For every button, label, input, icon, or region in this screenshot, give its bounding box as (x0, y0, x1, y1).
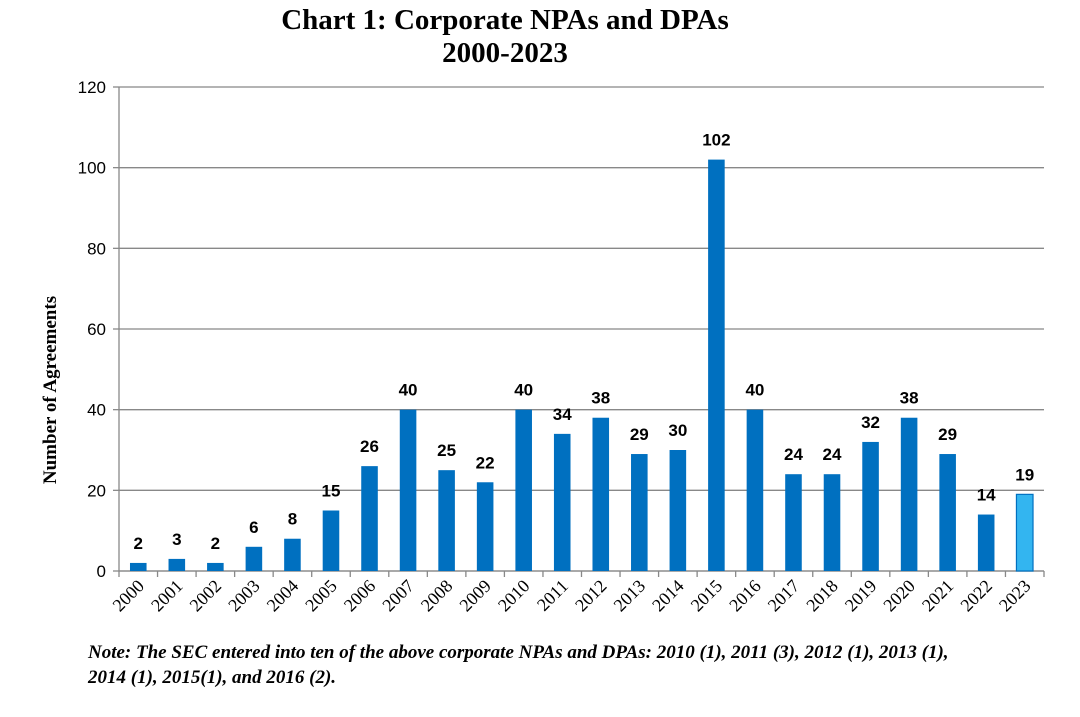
x-tick-label: 2013 (610, 576, 650, 616)
bar-2020 (900, 417, 918, 571)
bar-2011 (553, 433, 571, 571)
data-label-2017: 24 (784, 445, 803, 464)
data-label-2019: 32 (861, 413, 880, 432)
data-label-2013: 29 (630, 425, 649, 444)
x-tick-label: 2020 (879, 576, 919, 616)
chart-subtitle: 2000-2023 (442, 37, 568, 69)
x-tick-label: 2000 (109, 576, 149, 616)
bar-2010 (515, 409, 532, 571)
y-tick-label: 60 (87, 320, 106, 339)
x-tick-label: 2003 (224, 576, 264, 616)
data-label-2008: 25 (437, 441, 456, 460)
x-tick-label: 2010 (494, 576, 534, 616)
data-label-2018: 24 (823, 445, 842, 464)
data-label-2022: 14 (977, 486, 996, 505)
bar-2018 (823, 474, 841, 571)
data-label-2012: 38 (591, 389, 610, 408)
y-tick-label: 20 (87, 481, 106, 500)
bar-2014 (669, 450, 687, 571)
data-label-2002: 2 (211, 534, 220, 553)
x-tick-label: 2012 (571, 576, 611, 616)
x-axis-ticks: 2000200120022003200420052006200720082009… (109, 571, 1045, 616)
data-label-2011: 34 (553, 405, 572, 424)
x-tick-label: 2008 (417, 576, 457, 616)
data-label-2021: 29 (938, 425, 957, 444)
data-label-2023: 19 (1015, 465, 1034, 484)
x-tick-label: 2015 (687, 576, 727, 616)
chart-title: Chart 1: Corporate NPAs and DPAs 2000-20… (0, 4, 1010, 70)
y-axis-label: Number of Agreements (40, 296, 61, 484)
data-label-2015: 102 (702, 131, 730, 150)
x-tick-label: 2023 (995, 576, 1035, 616)
bar-2022 (977, 514, 995, 571)
y-tick-label: 40 (87, 401, 106, 420)
data-label-2001: 3 (172, 530, 181, 549)
data-label-2020: 38 (900, 389, 919, 408)
bar-2023 (1015, 493, 1034, 572)
x-tick-label: 2004 (263, 576, 303, 616)
x-tick-label: 2011 (533, 576, 572, 615)
bar-2008 (438, 470, 455, 571)
data-label-2009: 22 (476, 453, 495, 472)
x-tick-label: 2022 (956, 576, 996, 616)
y-tick-label: 120 (78, 78, 106, 97)
data-label-2006: 26 (360, 437, 379, 456)
bar-2017 (785, 474, 802, 571)
x-tick-label: 2021 (918, 576, 958, 616)
data-label-2003: 6 (249, 518, 258, 537)
bars (129, 159, 1034, 572)
y-tick-label: 80 (87, 239, 106, 258)
y-tick-label: 0 (97, 562, 106, 581)
bar-2003 (245, 546, 263, 571)
data-label-2005: 15 (322, 482, 341, 501)
data-label-2000: 2 (134, 534, 143, 553)
bar-2015 (708, 159, 725, 571)
bar-2007 (399, 409, 417, 571)
bar-2006 (361, 466, 378, 571)
data-label-2016: 40 (745, 381, 764, 400)
chart-title-line: Chart 1: Corporate NPAs and DPAs (281, 4, 729, 36)
bar-2016 (746, 409, 764, 571)
bar-2005 (322, 510, 340, 571)
chart-note: Note: The SEC entered into ten of the ab… (88, 642, 949, 688)
bar-2004 (284, 538, 301, 571)
bar-2009 (476, 482, 494, 571)
bar-2000 (129, 562, 147, 571)
bar-2002 (207, 562, 224, 571)
x-tick-label: 2017 (764, 576, 804, 616)
x-tick-label: 2007 (378, 576, 418, 616)
x-tick-label: 2018 (802, 576, 842, 616)
bar-2019 (862, 441, 879, 571)
y-tick-label: 100 (78, 159, 106, 178)
y-axis-ticks: 0 20 40 60 80 100 120 (78, 78, 119, 581)
x-tick-label: 2001 (147, 576, 187, 616)
bar-2001 (168, 558, 186, 571)
bar-2021 (939, 454, 956, 571)
bar-2012 (592, 417, 610, 571)
data-label-2004: 8 (288, 510, 297, 529)
data-label-2010: 40 (514, 381, 533, 400)
x-tick-label: 2002 (186, 576, 226, 616)
x-tick-label: 2009 (455, 576, 495, 616)
x-tick-label: 2014 (648, 576, 688, 616)
x-tick-label: 2006 (340, 576, 380, 616)
x-tick-label: 2005 (301, 576, 341, 616)
data-label-2014: 30 (668, 421, 687, 440)
x-tick-label: 2019 (841, 576, 881, 616)
bar-2013 (631, 454, 648, 571)
data-label-2007: 40 (399, 381, 418, 400)
x-tick-label: 2016 (725, 576, 765, 616)
